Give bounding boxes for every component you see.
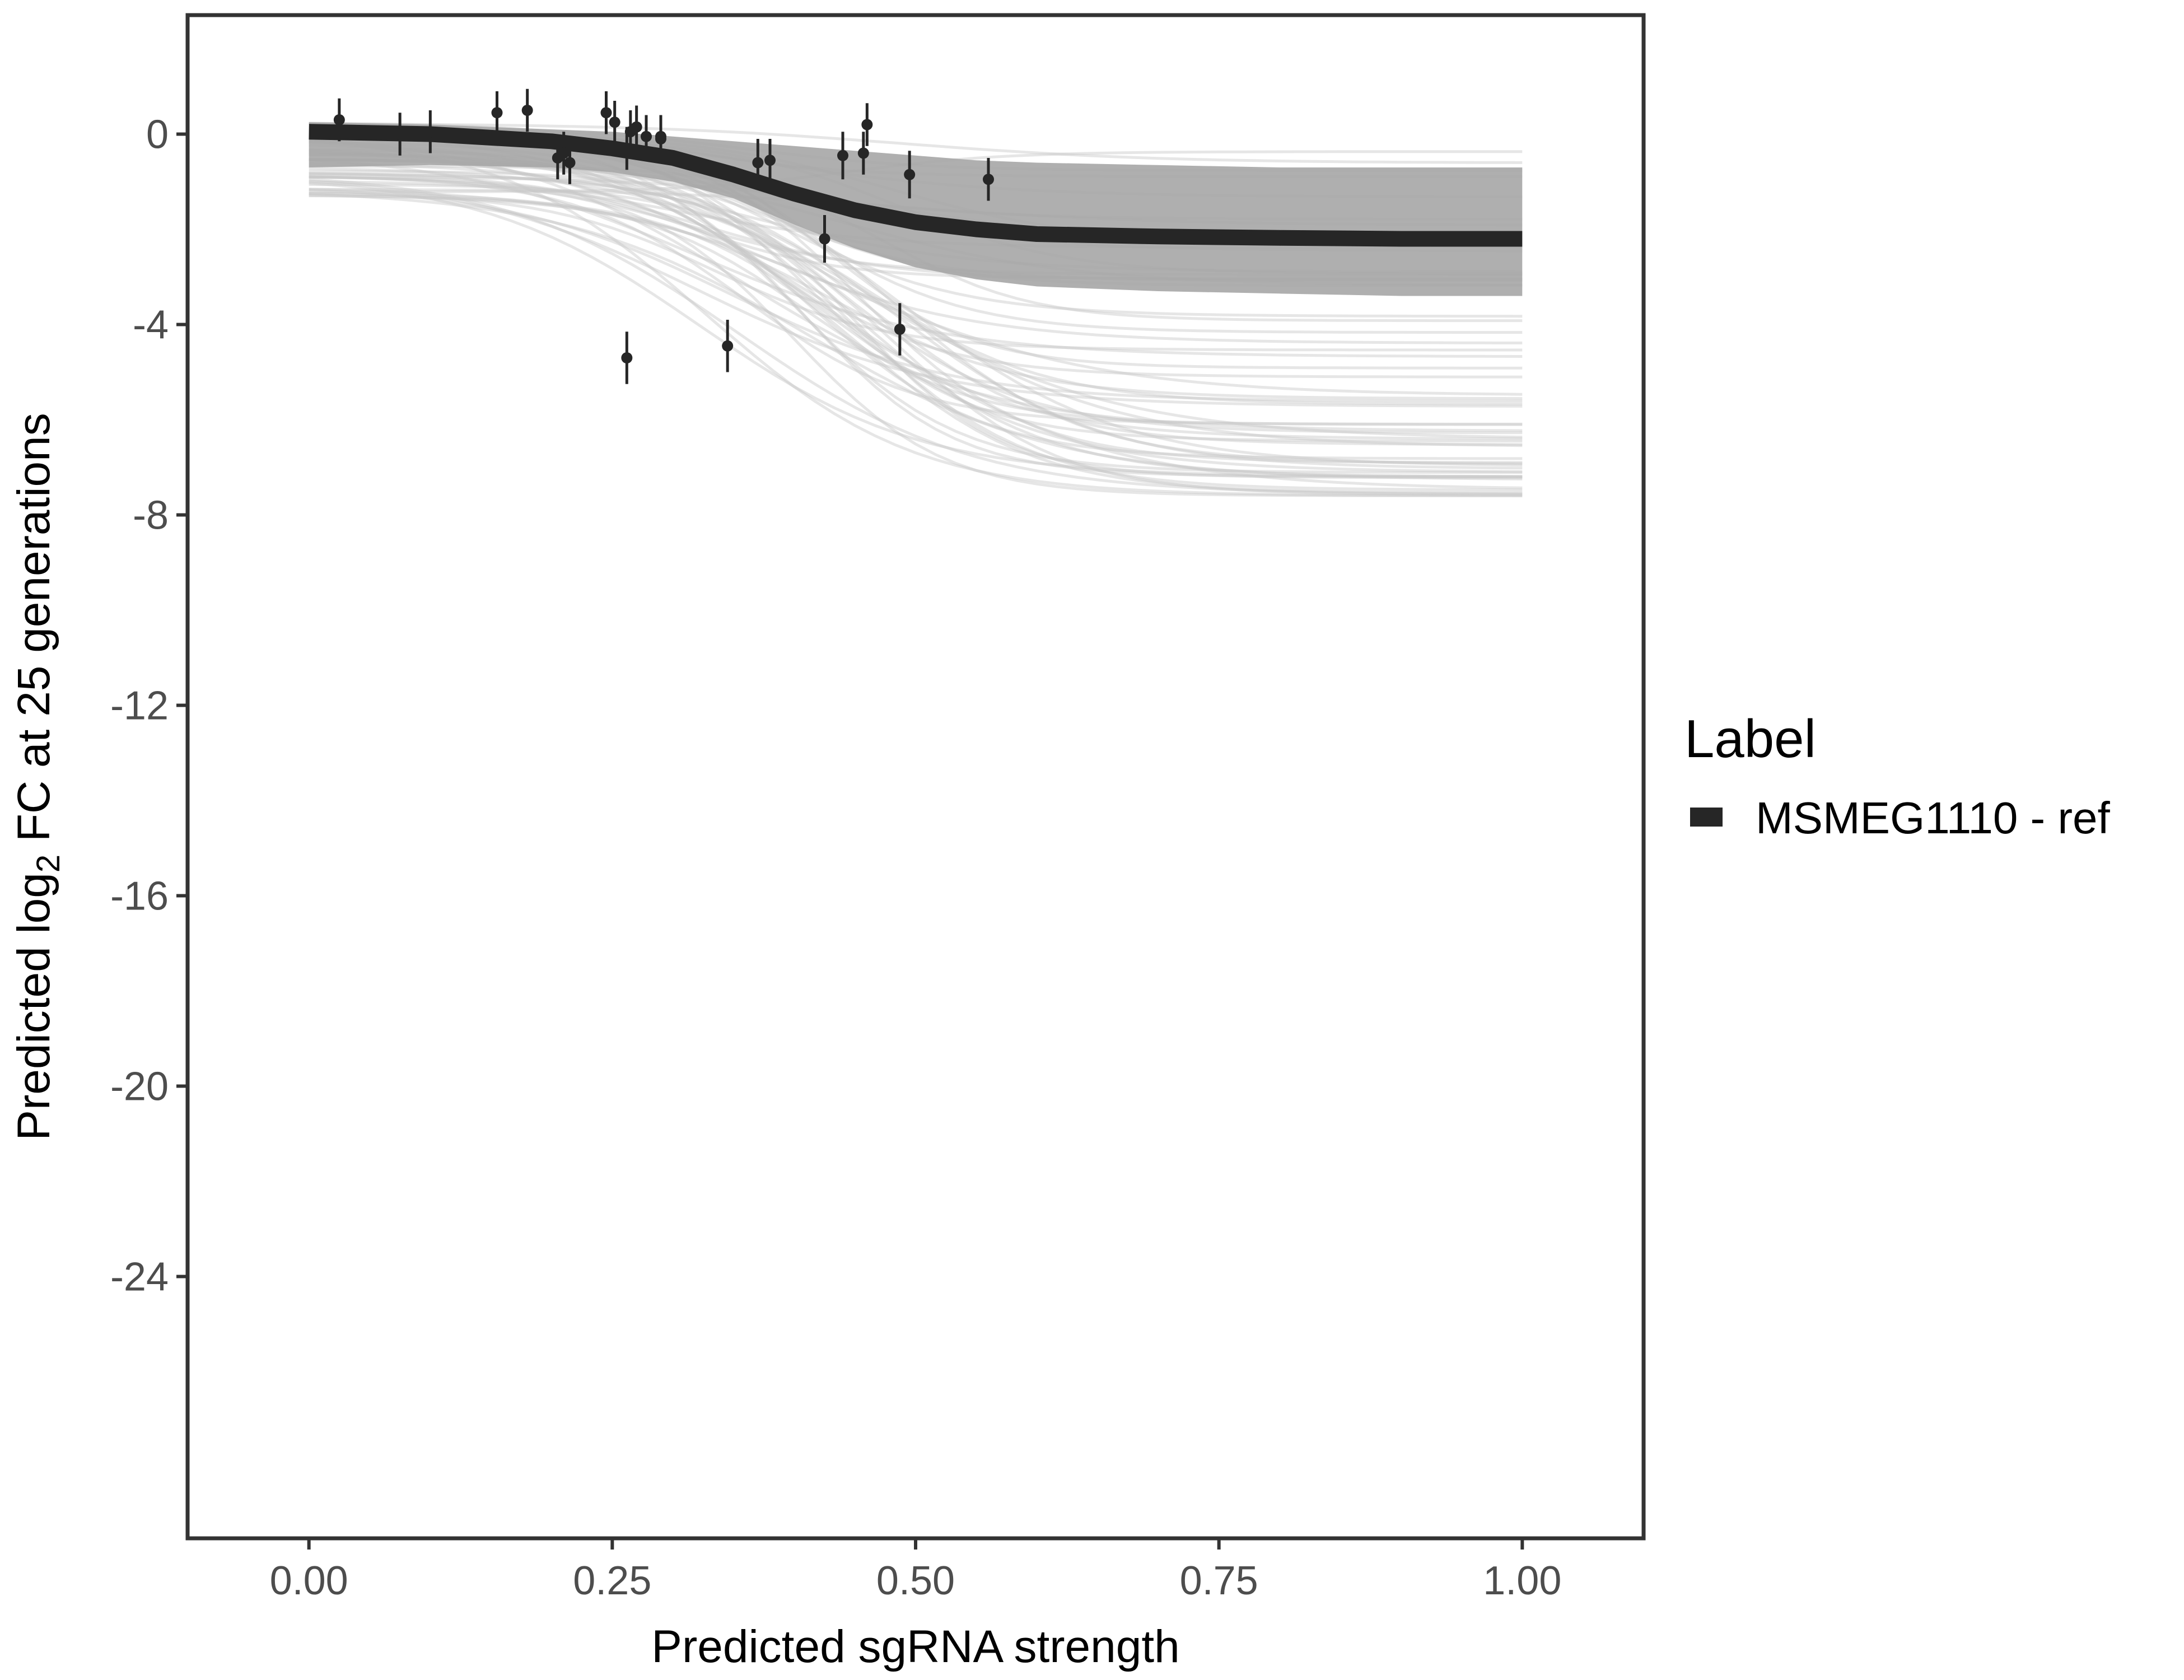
- point-marker: [861, 119, 873, 130]
- data-point: [558, 132, 570, 175]
- posterior-draw-line: [309, 180, 1523, 497]
- data-point: [861, 103, 873, 146]
- posterior-draw-line: [309, 188, 1523, 396]
- x-tick-label: 0.50: [876, 1558, 955, 1603]
- point-marker: [558, 147, 570, 159]
- data-point: [764, 139, 776, 182]
- data-point: [521, 88, 533, 132]
- posterior-draw-line: [309, 139, 1523, 497]
- data-point: [894, 303, 906, 356]
- posterior-draw-line: [309, 122, 1523, 164]
- data-point: [491, 91, 503, 134]
- point-marker: [631, 121, 642, 133]
- y-tick-label: -24: [110, 1255, 169, 1300]
- point-marker: [655, 133, 666, 144]
- y-axis-title-subscript: 2: [30, 855, 67, 872]
- y-axis-title-prefix: Predicted log: [8, 872, 59, 1141]
- data-point: [333, 98, 345, 142]
- point-marker: [764, 155, 776, 166]
- posterior-draw-line: [309, 194, 1523, 494]
- x-tick-label: 0.25: [573, 1558, 651, 1603]
- y-tick-label: -20: [110, 1065, 169, 1109]
- x-axis-title: Predicted sgRNA strength: [651, 1621, 1179, 1672]
- posterior-draw-line: [309, 181, 1523, 478]
- posterior-draw-line: [309, 170, 1523, 479]
- point-marker: [722, 340, 734, 352]
- point-marker: [983, 174, 994, 185]
- data-point: [600, 91, 612, 134]
- x-tick-label: 0.00: [270, 1558, 348, 1603]
- data-point: [621, 332, 633, 384]
- posterior-draw-line: [309, 192, 1523, 480]
- point-marker: [641, 130, 652, 142]
- legend-label: MSMEG1110 - ref: [1756, 793, 2111, 843]
- y-axis-title: Predicted log2 FC at 25 generations: [8, 413, 67, 1140]
- posterior-draw-line: [309, 175, 1523, 426]
- posterior-draw-line: [309, 138, 1523, 432]
- point-marker: [837, 150, 848, 161]
- panel-border: [185, 13, 1646, 1541]
- plot-area: [309, 88, 1523, 497]
- data-point: [424, 110, 436, 153]
- posterior-draw-line: [309, 179, 1523, 408]
- point-marker: [394, 128, 406, 140]
- point-marker: [621, 352, 633, 363]
- point-marker: [819, 233, 830, 245]
- y-axis-title-suffix: FC at 25 generations: [8, 413, 59, 855]
- data-point: [655, 117, 666, 161]
- x-axis: 0.00 0.25 0.50 0.75 1.00: [270, 1540, 1561, 1603]
- point-marker: [609, 116, 620, 128]
- data-point: [631, 105, 642, 148]
- posterior-draw-line: [309, 150, 1523, 489]
- point-marker: [521, 105, 533, 116]
- y-axis: 0 -4 -8 -12 -16 -20 -24: [110, 113, 186, 1300]
- point-marker: [752, 157, 764, 169]
- point-marker: [904, 169, 916, 180]
- legend: Label MSMEG1110 - ref: [1684, 709, 2111, 843]
- x-tick-label: 1.00: [1483, 1558, 1561, 1603]
- point-marker: [333, 114, 345, 125]
- x-tick-label: 0.75: [1180, 1558, 1258, 1603]
- posterior-draw-line: [309, 172, 1523, 446]
- y-tick-label: 0: [146, 113, 169, 157]
- point-marker: [600, 107, 612, 119]
- data-point: [609, 101, 620, 144]
- y-tick-label: -16: [110, 874, 169, 919]
- point-marker: [857, 147, 869, 159]
- posterior-draw-line: [309, 188, 1523, 403]
- legend-title: Label: [1684, 709, 1816, 769]
- posterior-draw-line: [309, 178, 1523, 496]
- data-point: [722, 320, 734, 372]
- data-point: [641, 115, 652, 158]
- point-marker: [424, 126, 436, 138]
- point-marker: [894, 324, 906, 335]
- posterior-draw-line: [309, 158, 1523, 358]
- fit-curve: [309, 124, 1523, 247]
- posterior-draw-line: [309, 192, 1523, 352]
- legend-entries: MSMEG1110 - ref: [1690, 793, 2111, 843]
- point-marker: [491, 107, 503, 119]
- data-point: [983, 158, 994, 201]
- data-point: [819, 215, 830, 263]
- posterior-draw-line: [309, 194, 1523, 400]
- posterior-band: [309, 122, 1523, 296]
- data-point: [752, 139, 764, 186]
- y-tick-label: -12: [110, 684, 169, 729]
- data-point: [564, 141, 576, 184]
- posterior-draw-line: [309, 192, 1523, 426]
- data-points: [333, 88, 994, 384]
- posterior-draw-line: [309, 172, 1523, 405]
- data-point: [904, 151, 916, 199]
- y-tick-label: -4: [133, 303, 169, 348]
- data-point: [394, 113, 406, 156]
- y-tick-label: -8: [133, 493, 169, 538]
- posterior-draw-line: [309, 167, 1523, 447]
- data-point: [837, 132, 848, 180]
- point-marker: [564, 157, 576, 169]
- data-point: [857, 132, 869, 175]
- posterior-draw-line: [309, 148, 1523, 344]
- legend-key: [1690, 808, 1723, 827]
- posterior-draw-line: [309, 183, 1523, 496]
